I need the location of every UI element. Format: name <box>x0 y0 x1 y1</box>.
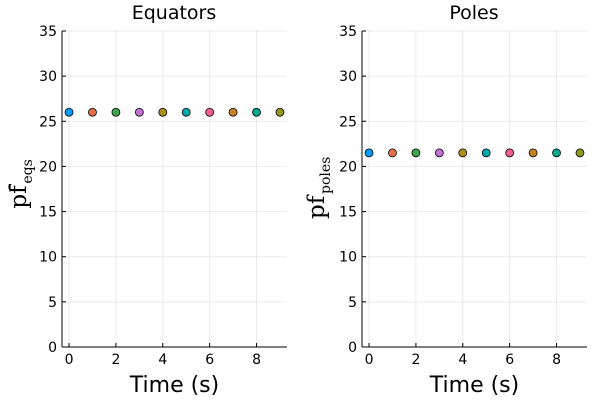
equators-y-tick-label: 10 <box>39 250 57 266</box>
equators-data-point <box>252 107 261 117</box>
poles-y-tick-label: 0 <box>348 340 357 356</box>
equators-y-tick-label: 20 <box>39 159 57 175</box>
poles-y-tick-label: 25 <box>339 114 357 130</box>
poles-data-point <box>364 148 374 158</box>
equators-x-tick-label: 6 <box>205 352 214 368</box>
equators-data-point <box>64 107 74 117</box>
equators-y-tick-label: 5 <box>48 295 57 311</box>
equators-data-point <box>111 107 121 117</box>
poles-y-tick-label: 10 <box>339 250 357 266</box>
equators-data-point <box>228 107 238 117</box>
equators-x-axis-label: Time (s) <box>129 373 219 398</box>
equators-y-tick-label: 25 <box>39 114 57 130</box>
equators-y-tick-label: 0 <box>48 340 57 356</box>
equators-x-tick-label: 2 <box>111 352 120 368</box>
equators-y-tick-label: 35 <box>39 24 57 40</box>
equators-y-tick-label: 15 <box>39 205 57 221</box>
poles-x-tick-label: 2 <box>411 352 420 368</box>
equators-data-point <box>205 107 215 117</box>
poles-y-tick-label: 15 <box>339 205 357 221</box>
equators-x-tick-label: 4 <box>158 352 167 368</box>
equators-data-point <box>88 107 97 117</box>
poles-x-axis-label: Time (s) <box>429 373 519 398</box>
poles-y-axis-label-main: pf <box>304 194 330 219</box>
poles-x-tick-label: 6 <box>505 352 514 368</box>
poles-data-point <box>552 148 561 158</box>
poles-y-axis-label-subscript: poles <box>318 157 334 194</box>
poles-data-point <box>434 148 444 158</box>
equators-title: Equators <box>132 2 217 24</box>
equators-data-point <box>158 107 168 117</box>
poles-data-point <box>528 148 538 158</box>
poles-data-point <box>411 148 421 158</box>
poles-data-point <box>481 148 491 158</box>
equators-y-axis-label-subscript: eqs <box>20 159 36 183</box>
poles-y-tick-label: 30 <box>339 69 357 85</box>
poles-y-tick-label: 20 <box>339 159 357 175</box>
poles-data-point <box>575 148 585 158</box>
equators-data-point <box>134 107 144 117</box>
equators-x-tick-label: 8 <box>252 352 261 368</box>
equators-y-tick-label: 30 <box>39 69 57 85</box>
equators-data-point <box>275 107 285 117</box>
poles-data-point <box>505 148 515 158</box>
poles-y-tick-label: 5 <box>348 295 357 311</box>
poles-x-tick-label: 8 <box>552 352 561 368</box>
equators-data-point <box>181 107 191 117</box>
poles-x-tick-label: 0 <box>365 352 374 368</box>
poles-data-point <box>388 148 397 158</box>
poles-data-point <box>458 148 468 158</box>
equators-x-tick-label: 0 <box>65 352 74 368</box>
poles-y-tick-label: 35 <box>339 24 357 40</box>
poles-x-tick-label: 4 <box>458 352 467 368</box>
poles-title: Poles <box>449 2 498 24</box>
